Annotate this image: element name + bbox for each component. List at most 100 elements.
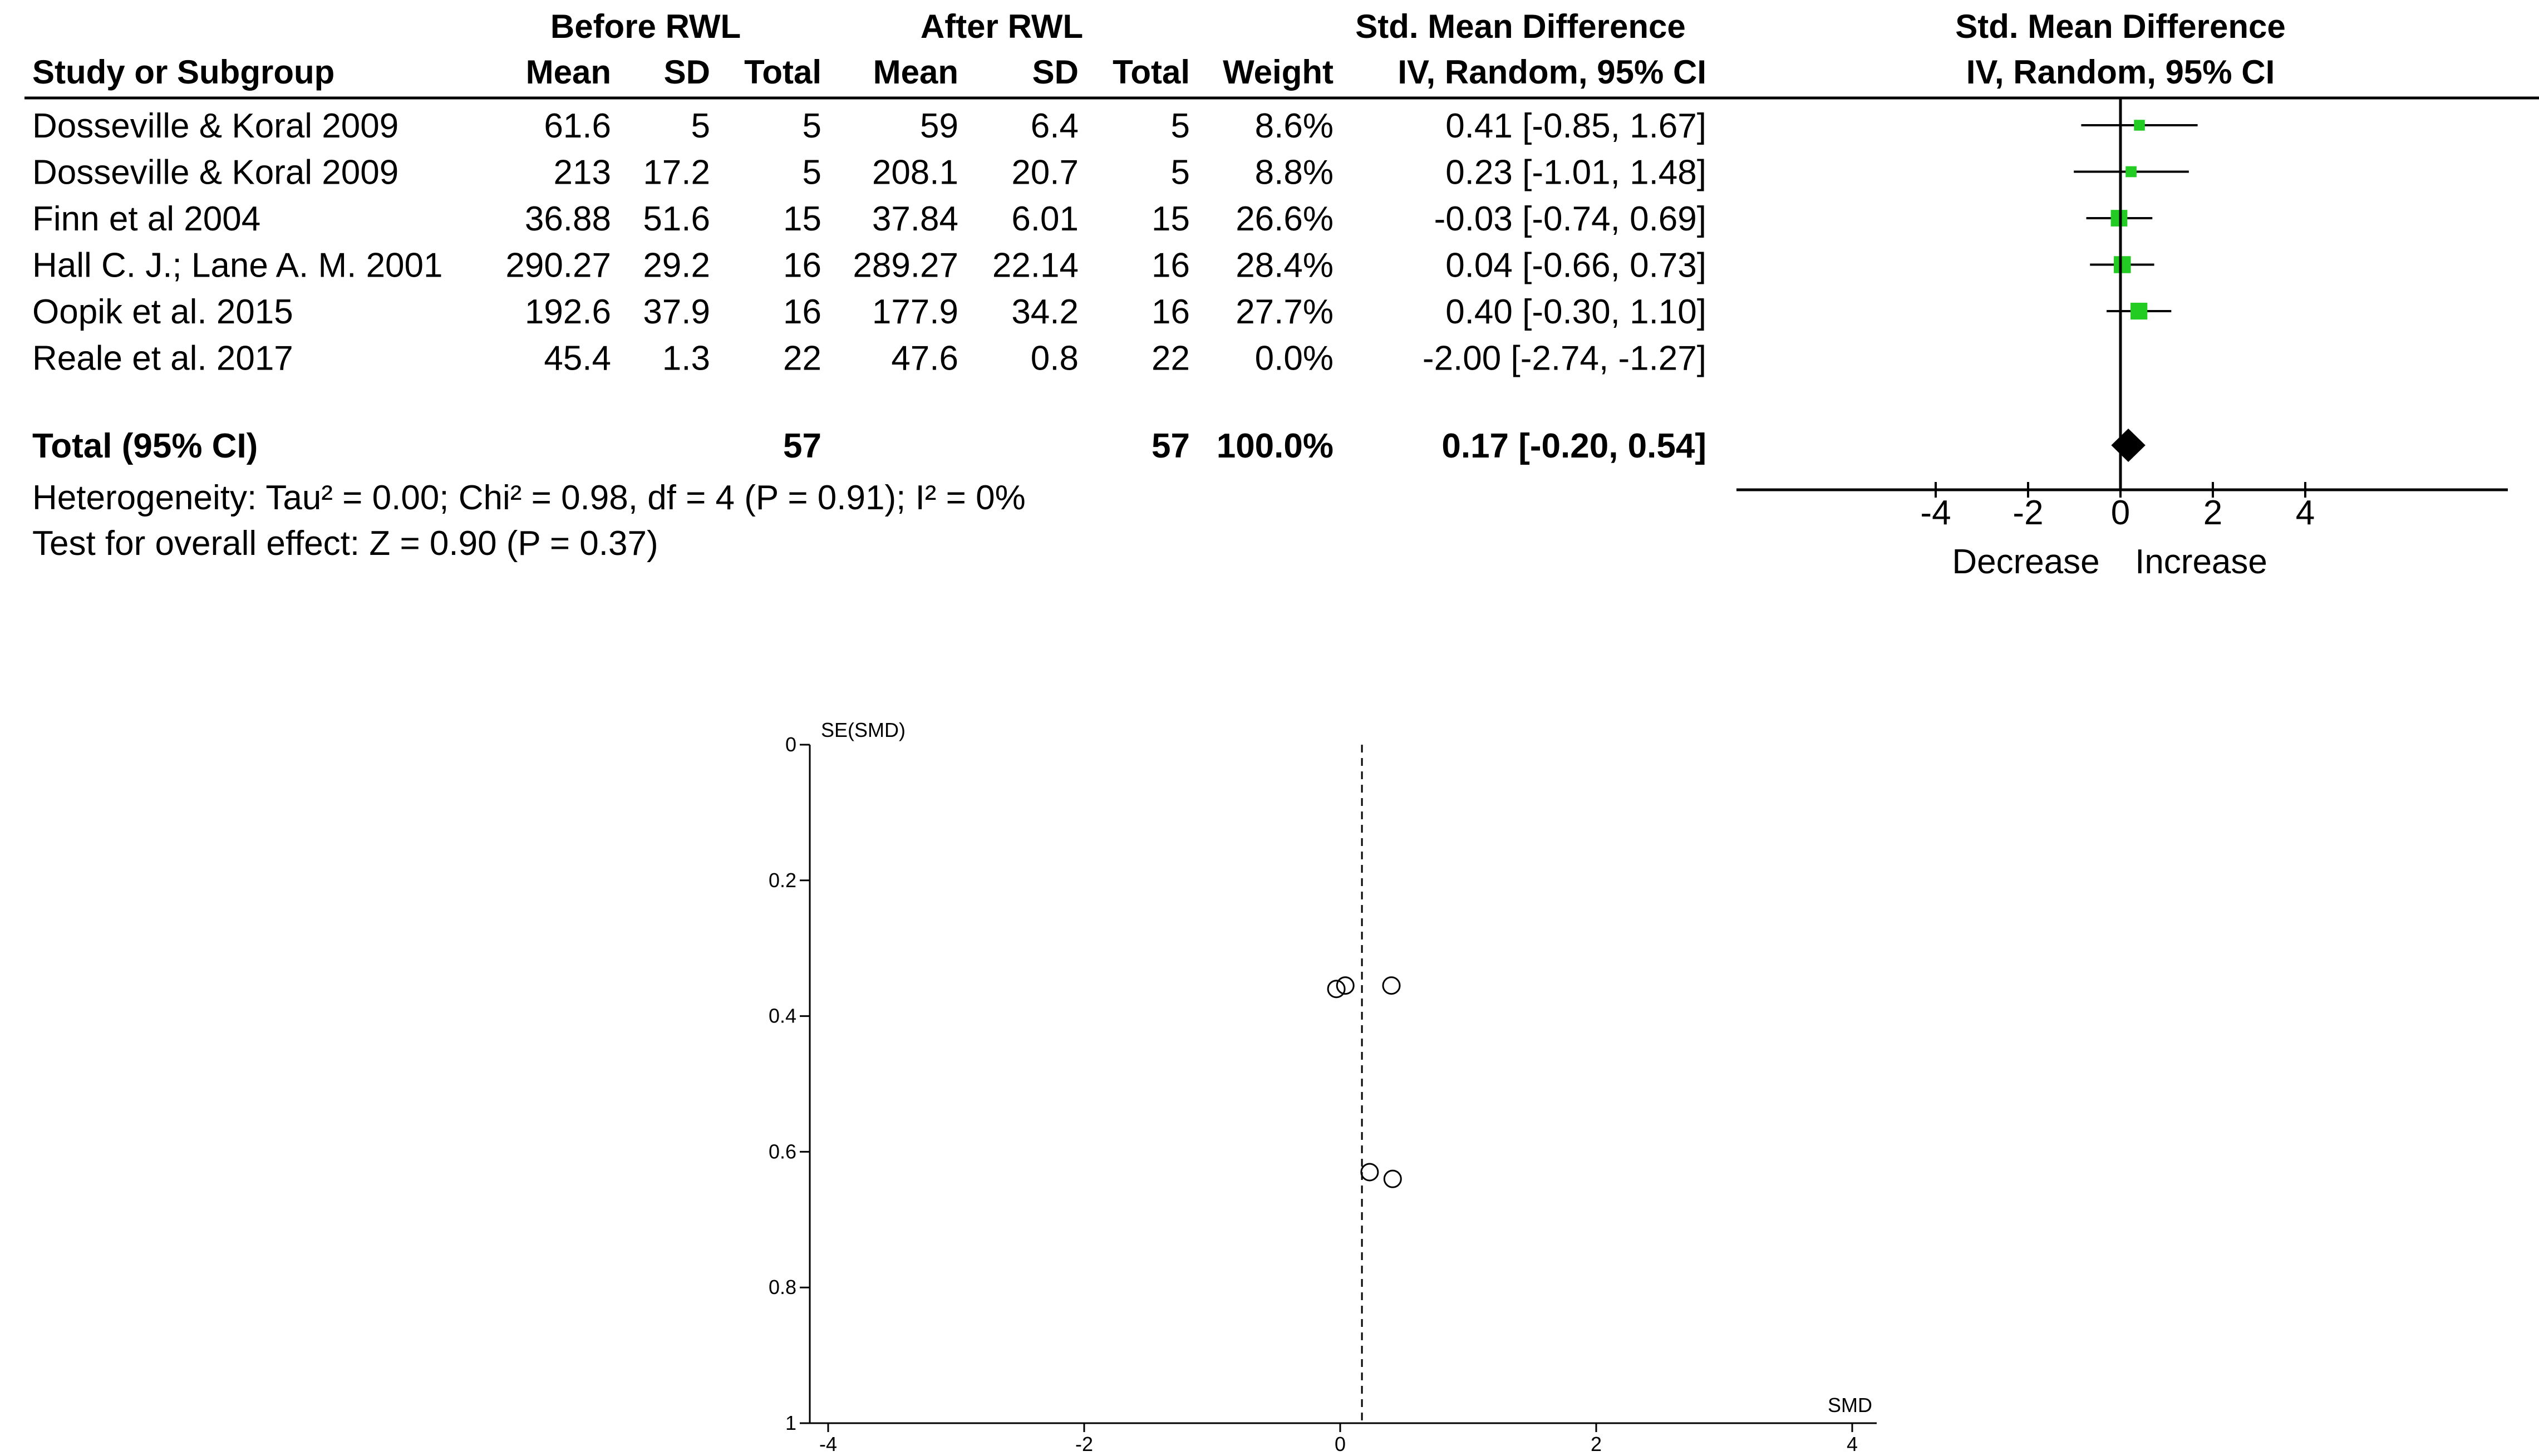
cell-before-mean: 290.27 [505, 247, 611, 285]
header-before-total: Total [744, 53, 821, 91]
cell-after-total: 16 [1152, 293, 1190, 331]
cell-ci-text: 0.23 [-1.01, 1.48] [1445, 154, 1706, 192]
funnel-x-tick-label: -4 [819, 1433, 837, 1455]
funnel-y-tick-label: 1 [785, 1411, 796, 1434]
total-label: Total (95% CI) [32, 427, 258, 465]
study-point [1382, 976, 1401, 995]
cell-before-total: 5 [803, 154, 821, 192]
cell-after-sd: 20.7 [1011, 154, 1079, 192]
total-weight: 100.0% [1217, 427, 1334, 465]
total-ci: 0.17 [-0.20, 0.54] [1441, 427, 1706, 465]
effect-marker [2134, 120, 2145, 131]
cell-before-total: 16 [783, 293, 821, 331]
forest-axis: -4 -2 0 2 4 Decrease Increase [1736, 98, 2508, 581]
cell-ci-text: 0.41 [-0.85, 1.67] [1445, 107, 1706, 145]
header-study: Study or Subgroup [32, 53, 334, 91]
cell-after-mean: 208.1 [872, 154, 958, 192]
cell-before-mean: 45.4 [544, 340, 611, 378]
cell-after-total: 5 [1171, 154, 1190, 192]
header-after-sd: SD [1032, 53, 1079, 91]
cell-weight: 28.4% [1236, 247, 1334, 285]
total-after: 57 [1152, 427, 1190, 465]
cell-before-mean: 192.6 [525, 293, 611, 331]
funnel-plot: 0 0.2 0.4 0.6 0.8 1 -4 -2 0 2 4 SE(SMD) SMD [769, 719, 1877, 1455]
funnel-y-tick-label: 0.6 [769, 1140, 796, 1163]
header-method: IV, Random, 95% CI [1398, 53, 1706, 91]
study-point [1360, 1163, 1379, 1182]
forest-tick-label: -4 [1920, 494, 1951, 532]
header-before-sd: SD [664, 53, 710, 91]
study-point [1327, 980, 1346, 998]
cell-before-sd: 37.9 [643, 293, 710, 331]
cell-after-mean: 37.84 [872, 200, 958, 238]
cell-after-sd: 6.4 [1031, 107, 1079, 145]
funnel-x-tick-label: 2 [1591, 1433, 1602, 1455]
cell-after-total: 5 [1171, 107, 1190, 145]
overall-effect-text: Test for overall effect: Z = 0.90 (P = 0… [32, 524, 658, 563]
header-smd-group: Std. Mean Difference [1355, 8, 1685, 45]
cell-study: Dosseville & Koral 2009 [32, 154, 398, 192]
cell-study: Dosseville & Koral 2009 [32, 107, 398, 145]
cell-study: Reale et al. 2017 [32, 340, 293, 378]
header-weight: Weight [1223, 53, 1334, 91]
cell-weight: 8.6% [1255, 107, 1334, 145]
forest-tick-label: -2 [2012, 494, 2043, 532]
cell-before-sd: 5 [691, 107, 710, 145]
cell-ci-text: -0.03 [-0.74, 0.69] [1434, 200, 1706, 238]
cell-after-sd: 22.14 [992, 247, 1079, 285]
cell-after-sd: 0.8 [1031, 340, 1079, 378]
cell-before-total: 15 [783, 200, 821, 238]
cell-weight: 26.6% [1236, 200, 1334, 238]
forest-marks [2074, 120, 2198, 462]
heterogeneity-text: Heterogeneity: Tau² = 0.00; Chi² = 0.98,… [32, 479, 1026, 517]
cell-before-total: 22 [783, 340, 821, 378]
cell-after-mean: 59 [920, 107, 958, 145]
cell-after-mean: 289.27 [853, 247, 958, 285]
cell-ci-text: 0.40 [-0.30, 1.10] [1445, 293, 1706, 331]
funnel-y-tick-label: 0.2 [769, 869, 796, 892]
forest-tick-label: 2 [2203, 494, 2222, 532]
forest-tick-label: 4 [2296, 494, 2315, 532]
cell-before-sd: 29.2 [643, 247, 710, 285]
header-plot-title: Std. Mean Difference [1955, 8, 2285, 45]
cell-after-total: 15 [1152, 200, 1190, 238]
funnel-x-tick-label: -2 [1075, 1433, 1093, 1455]
cell-after-mean: 177.9 [872, 293, 958, 331]
cell-before-mean: 61.6 [544, 107, 611, 145]
funnel-y-tick-label: 0.8 [769, 1276, 796, 1298]
table-rows: Dosseville & Koral 2009 61.6 5 5 59 6.4 5 8.6% 0… [32, 107, 1706, 563]
header-after-mean: Mean [873, 53, 958, 91]
cell-before-sd: 51.6 [643, 200, 710, 238]
summary-diamond [2111, 429, 2146, 462]
cell-study: Oopik et al. 2015 [32, 293, 293, 331]
header-after-total: Total [1113, 53, 1190, 91]
cell-before-mean: 36.88 [525, 200, 611, 238]
cell-ci-text: -2.00 [-2.74, -1.27] [1423, 340, 1706, 378]
cell-after-sd: 34.2 [1011, 293, 1079, 331]
funnel-x-tick-label: 0 [1335, 1433, 1346, 1455]
header-after-group: After RWL [921, 8, 1083, 45]
cell-before-sd: 17.2 [643, 154, 710, 192]
cell-after-mean: 47.6 [891, 340, 958, 378]
study-point [1383, 1169, 1402, 1188]
header-plot-method: IV, Random, 95% CI [1966, 53, 2275, 91]
effect-marker [2130, 302, 2148, 320]
header-before-group: Before RWL [550, 8, 741, 45]
header-before-mean: Mean [526, 53, 611, 91]
funnel-x-tick-label: 4 [1847, 1433, 1858, 1455]
funnel-y-tick-label: 0 [785, 733, 796, 756]
cell-ci-text: 0.04 [-0.66, 0.73] [1445, 247, 1706, 285]
forest-table: Before RWL After RWL Std. Mean Differenc… [24, 8, 2539, 581]
cell-weight: 8.8% [1255, 154, 1334, 192]
cell-after-total: 16 [1152, 247, 1190, 285]
cell-after-total: 22 [1152, 340, 1190, 378]
increase-label: Increase [2135, 543, 2267, 581]
decrease-label: Decrease [1952, 543, 2099, 581]
total-before: 57 [783, 427, 821, 465]
cell-before-mean: 213 [554, 154, 611, 192]
cell-weight: 27.7% [1236, 293, 1334, 331]
funnel-x-axis-label: SMD [1828, 1394, 1872, 1416]
cell-before-total: 16 [783, 247, 821, 285]
cell-after-sd: 6.01 [1011, 200, 1079, 238]
